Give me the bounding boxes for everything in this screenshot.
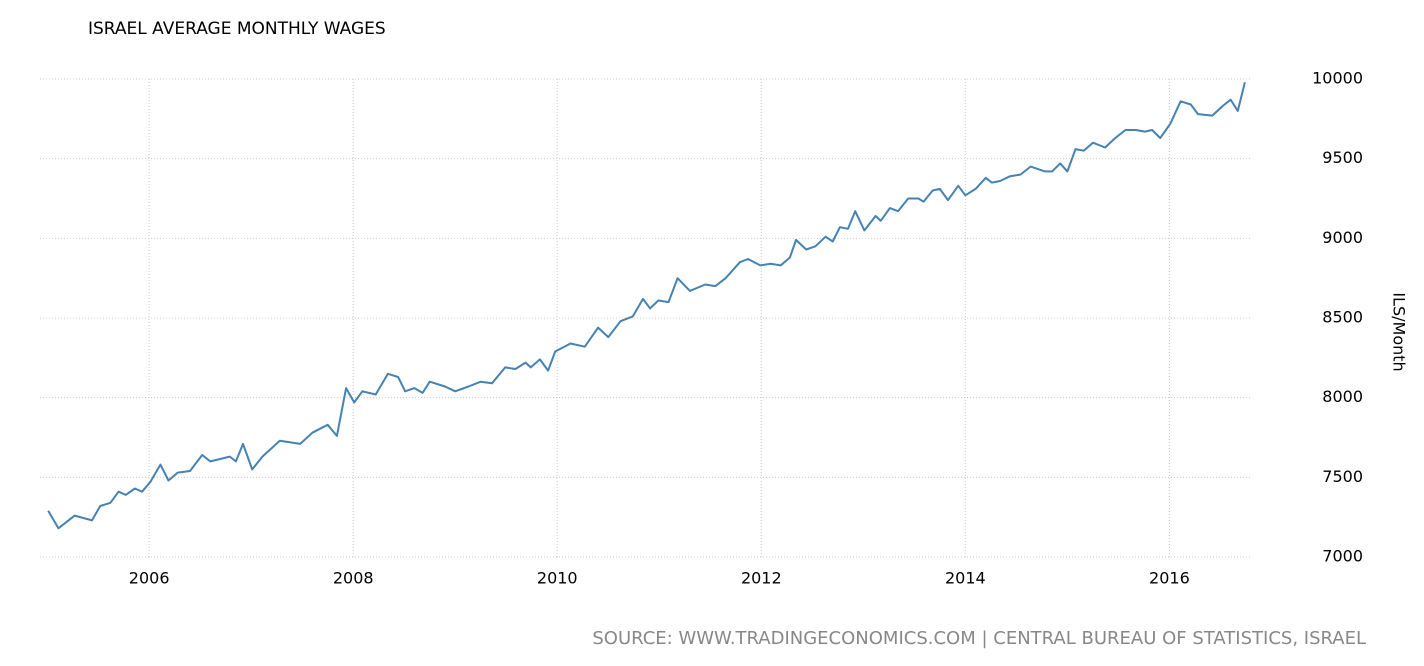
y-tick-label: 7500 (1322, 467, 1363, 486)
x-tick-label: 2008 (333, 569, 374, 588)
x-tick-label: 2006 (129, 569, 170, 588)
y-axis-label: ILS/Month (1390, 292, 1409, 371)
y-tick-label: 9500 (1322, 148, 1363, 167)
y-tick-label: 7000 (1322, 547, 1363, 566)
data-line (47, 81, 1246, 530)
source: SOURCE: WWW.TRADINGECONOMICS.COM | CENTR… (592, 628, 1366, 649)
y-tick-label: 8000 (1322, 387, 1363, 406)
y-tick-label: 10000 (1312, 69, 1363, 88)
y-tick-label: 8500 (1322, 308, 1363, 327)
x-tick-label: 2012 (741, 569, 782, 588)
y-tick-label: 9000 (1322, 228, 1363, 247)
x-tick-label: 2016 (1149, 569, 1190, 588)
x-tick-label: 2010 (537, 569, 578, 588)
chart-title: ISRAEL AVERAGE MONTHLY WAGES (88, 19, 386, 39)
x-tick-label: 2014 (945, 569, 986, 588)
